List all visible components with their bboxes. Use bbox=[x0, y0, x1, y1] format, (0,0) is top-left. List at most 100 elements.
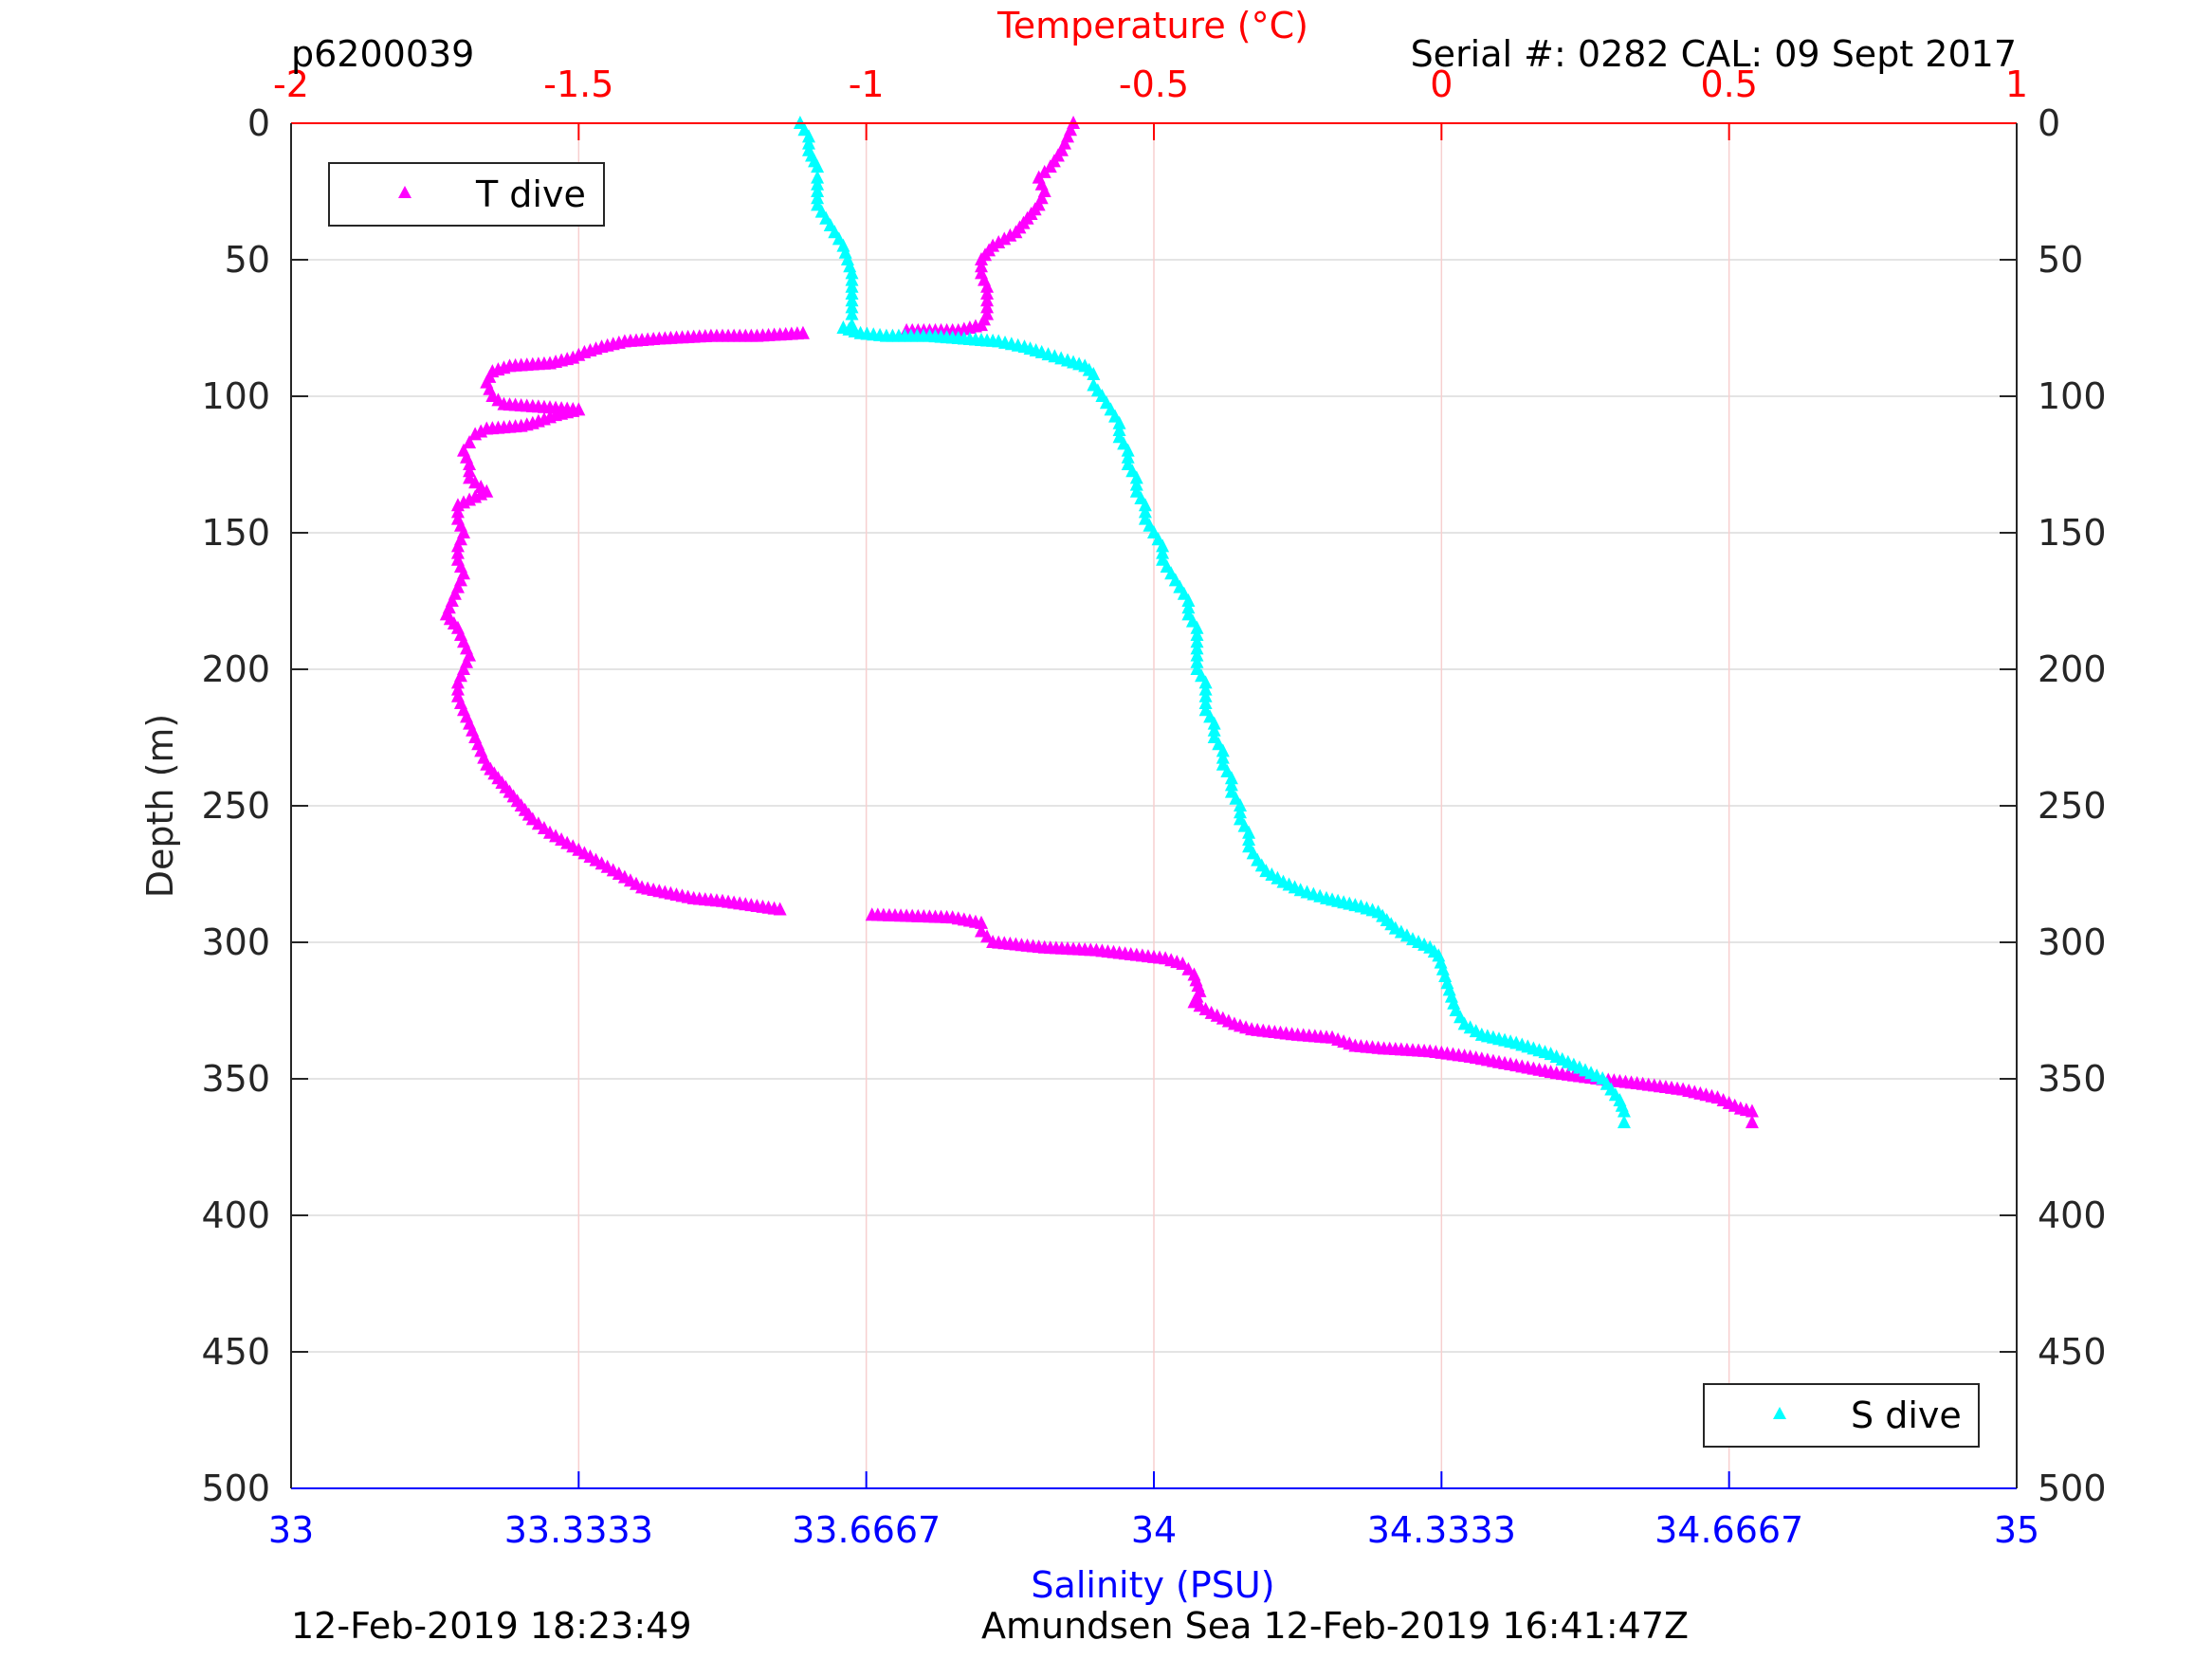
y-tick-label-left: 50 bbox=[225, 239, 270, 281]
s-dive-point bbox=[1617, 1103, 1631, 1118]
s-dive-point bbox=[1242, 825, 1256, 839]
legend-t-dive-marker bbox=[398, 186, 411, 198]
s-dive-point bbox=[1121, 443, 1135, 457]
x-bottom-tick-label: 34.6667 bbox=[1654, 1509, 1803, 1551]
s-dive-point bbox=[1190, 647, 1204, 662]
y-tick-label-right: 300 bbox=[2038, 921, 2107, 963]
footer-location-time: Amundsen Sea 12-Feb-2019 16:41:47Z bbox=[981, 1605, 1689, 1647]
x-bottom-tick-label: 33 bbox=[268, 1509, 314, 1551]
y-tick-label-right: 0 bbox=[2038, 102, 2060, 144]
t-dive-point bbox=[980, 293, 995, 307]
s-dive-point bbox=[1087, 366, 1101, 380]
s-dive-point bbox=[1112, 415, 1126, 429]
s-dive-point bbox=[811, 170, 825, 184]
footer-timestamp: 12-Feb-2019 18:23:49 bbox=[291, 1605, 692, 1647]
t-dive-point bbox=[1745, 1103, 1759, 1118]
s-dive-point bbox=[1242, 832, 1256, 846]
x-top-tick-label: -2 bbox=[273, 64, 309, 105]
y-tick-label-left: 0 bbox=[247, 102, 270, 144]
y-tick-label-left: 500 bbox=[201, 1468, 270, 1509]
s-dive-point bbox=[1190, 641, 1204, 655]
s-dive-point bbox=[1156, 538, 1170, 553]
legend-s-dive-marker bbox=[1773, 1407, 1786, 1419]
t-dive-point bbox=[450, 675, 465, 689]
t-dive-point bbox=[450, 682, 465, 696]
t-dive-point bbox=[975, 252, 988, 265]
x-bottom-tick-label: 34.3333 bbox=[1367, 1509, 1516, 1551]
t-dive-point bbox=[1745, 1115, 1759, 1129]
s-dive-point bbox=[1181, 600, 1196, 614]
t-dive-point bbox=[468, 427, 483, 441]
t-dive-point bbox=[1037, 164, 1051, 178]
y-tick-label-right: 100 bbox=[2038, 375, 2107, 417]
s-dive-point bbox=[1198, 696, 1213, 709]
s-dive-point bbox=[845, 272, 859, 286]
y-tick-label-right: 350 bbox=[2038, 1058, 2107, 1100]
s-dive-point bbox=[1190, 628, 1204, 641]
s-dive-point bbox=[1207, 722, 1221, 737]
y-tick-label-right: 200 bbox=[2038, 648, 2107, 690]
s-dive-point bbox=[1198, 688, 1213, 702]
y-tick-label-left: 450 bbox=[201, 1331, 270, 1373]
t-dive-point bbox=[463, 464, 477, 478]
legend-t-dive: T dive bbox=[328, 162, 605, 227]
s-dive-point bbox=[1224, 777, 1238, 792]
t-dive-point bbox=[450, 538, 465, 553]
x-bottom-tick-label: 34 bbox=[1131, 1509, 1177, 1551]
y-tick-label-left: 150 bbox=[201, 512, 270, 554]
x-top-tick-label: -1 bbox=[849, 64, 885, 105]
s-dive-point bbox=[1234, 805, 1247, 819]
s-dive-point bbox=[845, 279, 859, 293]
t-dive-point bbox=[1181, 961, 1196, 975]
s-dive-point bbox=[1216, 750, 1230, 764]
x-axis-bottom-label: Salinity (PSU) bbox=[1031, 1564, 1274, 1606]
y-tick-label-left: 300 bbox=[201, 921, 270, 963]
x-top-tick-label: 1 bbox=[2005, 64, 2028, 105]
y-tick-label-right: 250 bbox=[2038, 785, 2107, 827]
s-dive-point bbox=[811, 184, 825, 197]
s-dive-point bbox=[1181, 593, 1196, 607]
s-dive-point bbox=[802, 129, 815, 143]
s-dive-point bbox=[1216, 743, 1230, 757]
t-dive-point bbox=[450, 545, 465, 559]
axes bbox=[290, 122, 2018, 1489]
y-tick-label-right: 500 bbox=[2038, 1468, 2107, 1509]
y-tick-label-left: 400 bbox=[201, 1194, 270, 1236]
y-axis-label: Depth (m) bbox=[139, 714, 181, 899]
y-tick-label-right: 150 bbox=[2038, 512, 2107, 554]
t-dive-point bbox=[450, 498, 465, 512]
legend-s-dive: S dive bbox=[1703, 1383, 1980, 1448]
serial-cal-info: Serial #: 0282 CAL: 09 Sept 2017 bbox=[1411, 33, 2017, 75]
t-dive-point bbox=[975, 923, 988, 938]
legend-t-dive-label: T dive bbox=[475, 173, 586, 215]
data-marks bbox=[439, 116, 1759, 1129]
grid bbox=[291, 123, 2017, 1488]
y-tick-label-left: 250 bbox=[201, 785, 270, 827]
s-dive-point bbox=[1129, 477, 1143, 491]
s-dive-point bbox=[845, 306, 859, 320]
s-dive-point bbox=[845, 265, 859, 280]
s-dive-point bbox=[1207, 716, 1221, 730]
y-tick-label-left: 200 bbox=[201, 648, 270, 690]
s-dive-point bbox=[1224, 771, 1238, 785]
y-tick-label-right: 450 bbox=[2038, 1331, 2107, 1373]
y-tick-label-right: 50 bbox=[2038, 239, 2083, 281]
t-dive-point bbox=[1043, 159, 1057, 173]
t-dive-point bbox=[463, 457, 477, 470]
x-bottom-tick-label: 33.3333 bbox=[504, 1509, 653, 1551]
x-top-tick-label: 0.5 bbox=[1700, 64, 1757, 105]
x-top-tick-label: -1.5 bbox=[543, 64, 613, 105]
s-dive-point bbox=[845, 300, 859, 314]
legend-s-dive-label: S dive bbox=[1851, 1395, 1962, 1436]
s-dive-point bbox=[1617, 1115, 1631, 1129]
s-dive-point bbox=[1190, 634, 1204, 648]
s-dive-point bbox=[1198, 682, 1213, 696]
profile-id: p6200039 bbox=[291, 33, 474, 75]
t-dive-point bbox=[450, 504, 465, 519]
t-dive-point bbox=[980, 279, 995, 293]
legend-s-dive-box bbox=[1703, 1383, 1980, 1448]
s-dive-point bbox=[1138, 498, 1152, 512]
x-axis-top-label: Temperature (°C) bbox=[996, 5, 1308, 46]
x-bottom-tick-label: 35 bbox=[1994, 1509, 2039, 1551]
